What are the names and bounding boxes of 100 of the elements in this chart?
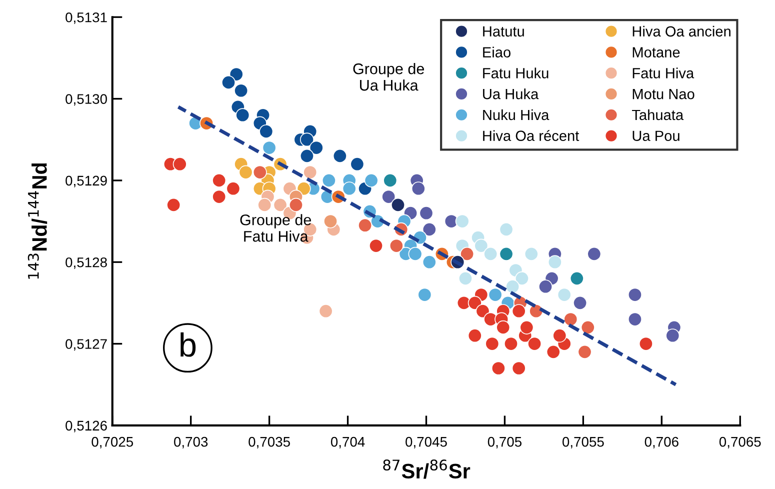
point (364, 173, 378, 188)
legend-label: Fatu Hiva (632, 68, 694, 78)
point (309, 140, 324, 155)
x-tick-label: 0,7035 (248, 436, 290, 448)
y-tick-label: 0,5127 (66, 339, 107, 351)
x-axis-title: $^{87}$Sr/$^{86}$Sr (383, 460, 470, 479)
x-tick-label: 0,706 (644, 436, 678, 448)
point (546, 344, 560, 359)
point (506, 280, 520, 294)
point (499, 246, 514, 261)
point (628, 312, 642, 326)
x-tick-label: 0,7045 (406, 436, 447, 448)
point (408, 246, 422, 261)
point (324, 214, 338, 228)
point (222, 75, 236, 90)
point (587, 246, 602, 261)
x-tick-label: 0,7065 (719, 436, 761, 448)
annotation: Groupe de Ua Huka (353, 63, 424, 91)
point (578, 344, 592, 359)
point (318, 304, 333, 318)
y-tick-label: 0,5129 (66, 176, 107, 188)
point (422, 222, 436, 236)
y-tick-label: 0,5131 (66, 12, 107, 24)
point (499, 222, 514, 236)
point (514, 271, 529, 286)
point (460, 246, 474, 261)
point (411, 182, 426, 196)
point (389, 238, 404, 253)
point (258, 198, 272, 212)
point (524, 246, 538, 261)
point (455, 214, 470, 228)
point (638, 336, 653, 351)
point (666, 328, 680, 343)
point (300, 132, 314, 147)
point (358, 218, 372, 232)
legend-label: Fatu Huku (483, 68, 548, 78)
point (504, 336, 518, 351)
point (552, 328, 567, 343)
point (296, 182, 311, 196)
point (573, 296, 588, 310)
point (570, 271, 584, 286)
point (485, 336, 500, 351)
point (491, 361, 506, 376)
point (382, 190, 396, 204)
point (496, 320, 510, 334)
point (390, 198, 406, 212)
legend-label: Nuku Hiva (483, 109, 550, 120)
annotation: b (180, 332, 196, 357)
annotation: Groupe de Fatu Hiva (240, 214, 312, 242)
y-tick-label: 0,5130 (66, 94, 107, 106)
x-tick-label: 0,7025 (92, 436, 134, 448)
y-tick-label: 0,5128 (66, 257, 107, 269)
point (322, 173, 336, 188)
point (273, 198, 288, 212)
point (350, 157, 364, 172)
point (512, 361, 526, 376)
point (236, 108, 250, 122)
point (468, 296, 482, 310)
legend-label: Eiao (483, 46, 510, 58)
y-axis-title: $^{143}$Nd/$^{144}$Nd (28, 163, 48, 279)
point (548, 255, 562, 270)
point (332, 148, 347, 163)
point (628, 288, 642, 302)
x-tick-label: 0,703 (174, 436, 208, 448)
point (538, 280, 553, 294)
point (484, 246, 498, 261)
point (229, 67, 244, 82)
point (557, 288, 572, 302)
legend-label: Ua Huka (483, 88, 539, 100)
legend-label: Motu Nao (632, 89, 694, 100)
point (342, 182, 356, 196)
legend-label: Motane (632, 47, 680, 58)
point (419, 206, 434, 220)
point (226, 182, 240, 196)
point (212, 190, 226, 204)
x-tick-label: 0,704 (330, 436, 365, 448)
point (528, 336, 542, 351)
legend-label: Tahuata (632, 109, 684, 120)
point (300, 148, 314, 163)
legend-label: Hiva Oa ancien (632, 26, 730, 37)
point (488, 288, 502, 302)
point (369, 238, 384, 253)
point (262, 140, 276, 155)
legend-label: Hiva Oa récent (483, 130, 580, 142)
point (458, 271, 472, 286)
point (212, 173, 226, 188)
y-tick-label: 0,5126 (66, 420, 107, 432)
point (252, 165, 267, 180)
point (512, 304, 526, 318)
point (580, 320, 595, 334)
x-tick-label: 0,7055 (562, 436, 604, 448)
point (564, 312, 578, 326)
point (234, 84, 248, 98)
point (418, 288, 432, 302)
point (303, 165, 318, 180)
point (259, 124, 274, 138)
point (238, 165, 253, 180)
point (166, 198, 181, 212)
point (383, 173, 398, 188)
point (422, 255, 436, 270)
